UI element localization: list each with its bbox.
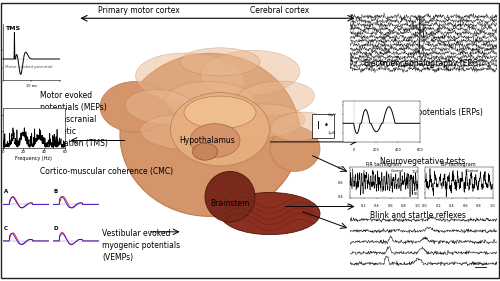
Text: B: B <box>54 189 58 194</box>
Text: Motor evoked potential: Motor evoked potential <box>5 65 52 69</box>
Ellipse shape <box>180 48 260 76</box>
Title: BP tachogram: BP tachogram <box>442 162 476 167</box>
X-axis label: Frequency (Hz): Frequency (Hz) <box>16 156 52 161</box>
Ellipse shape <box>190 124 240 157</box>
Title: RR tachogram: RR tachogram <box>366 162 402 167</box>
Text: A: A <box>4 189 8 194</box>
Bar <box>312 114 334 138</box>
FancyArrowPatch shape <box>237 198 248 206</box>
Text: Vestibular evoked
myogenic potentials
(VEMPs): Vestibular evoked myogenic potentials (V… <box>102 229 180 262</box>
Text: Primary motor cortex: Primary motor cortex <box>98 6 180 15</box>
Ellipse shape <box>136 53 244 104</box>
Ellipse shape <box>170 93 270 166</box>
Text: TMS: TMS <box>5 26 20 31</box>
Text: Electroencephalography (EEG): Electroencephalography (EEG) <box>364 59 481 68</box>
Ellipse shape <box>220 192 320 235</box>
Text: Brainstem: Brainstem <box>210 199 250 208</box>
Ellipse shape <box>205 171 255 222</box>
Ellipse shape <box>126 90 194 124</box>
Text: Hypothalamus: Hypothalamus <box>180 136 236 145</box>
Text: Motor evoked
potentials (MEPs)
to transcranial
magnetic
stimulation (TMS): Motor evoked potentials (MEPs) to transc… <box>40 91 108 148</box>
Ellipse shape <box>270 126 320 171</box>
Ellipse shape <box>140 115 220 149</box>
Text: Cortico-muscular coherence (CMC): Cortico-muscular coherence (CMC) <box>40 167 173 176</box>
Text: Blink and startle reflexes: Blink and startle reflexes <box>370 211 466 220</box>
Ellipse shape <box>165 81 255 121</box>
Ellipse shape <box>192 143 218 160</box>
Ellipse shape <box>215 104 305 138</box>
Ellipse shape <box>200 50 300 96</box>
Ellipse shape <box>100 81 170 132</box>
Ellipse shape <box>236 81 314 116</box>
Text: Cerebral cortex: Cerebral cortex <box>250 6 309 15</box>
Text: I: I <box>316 121 320 131</box>
Text: Control: Control <box>466 169 478 173</box>
Ellipse shape <box>270 112 330 141</box>
Text: Event-related potentials (ERPs): Event-related potentials (ERPs) <box>362 108 482 117</box>
Text: 0.1 mV: 0.1 mV <box>474 262 487 266</box>
Text: D: D <box>54 226 58 231</box>
Ellipse shape <box>120 53 300 216</box>
Ellipse shape <box>184 96 256 129</box>
Text: C: C <box>4 226 8 231</box>
Text: •: • <box>324 121 329 130</box>
Text: Neurovegetative tests: Neurovegetative tests <box>380 157 465 166</box>
Text: Control: Control <box>390 169 404 173</box>
